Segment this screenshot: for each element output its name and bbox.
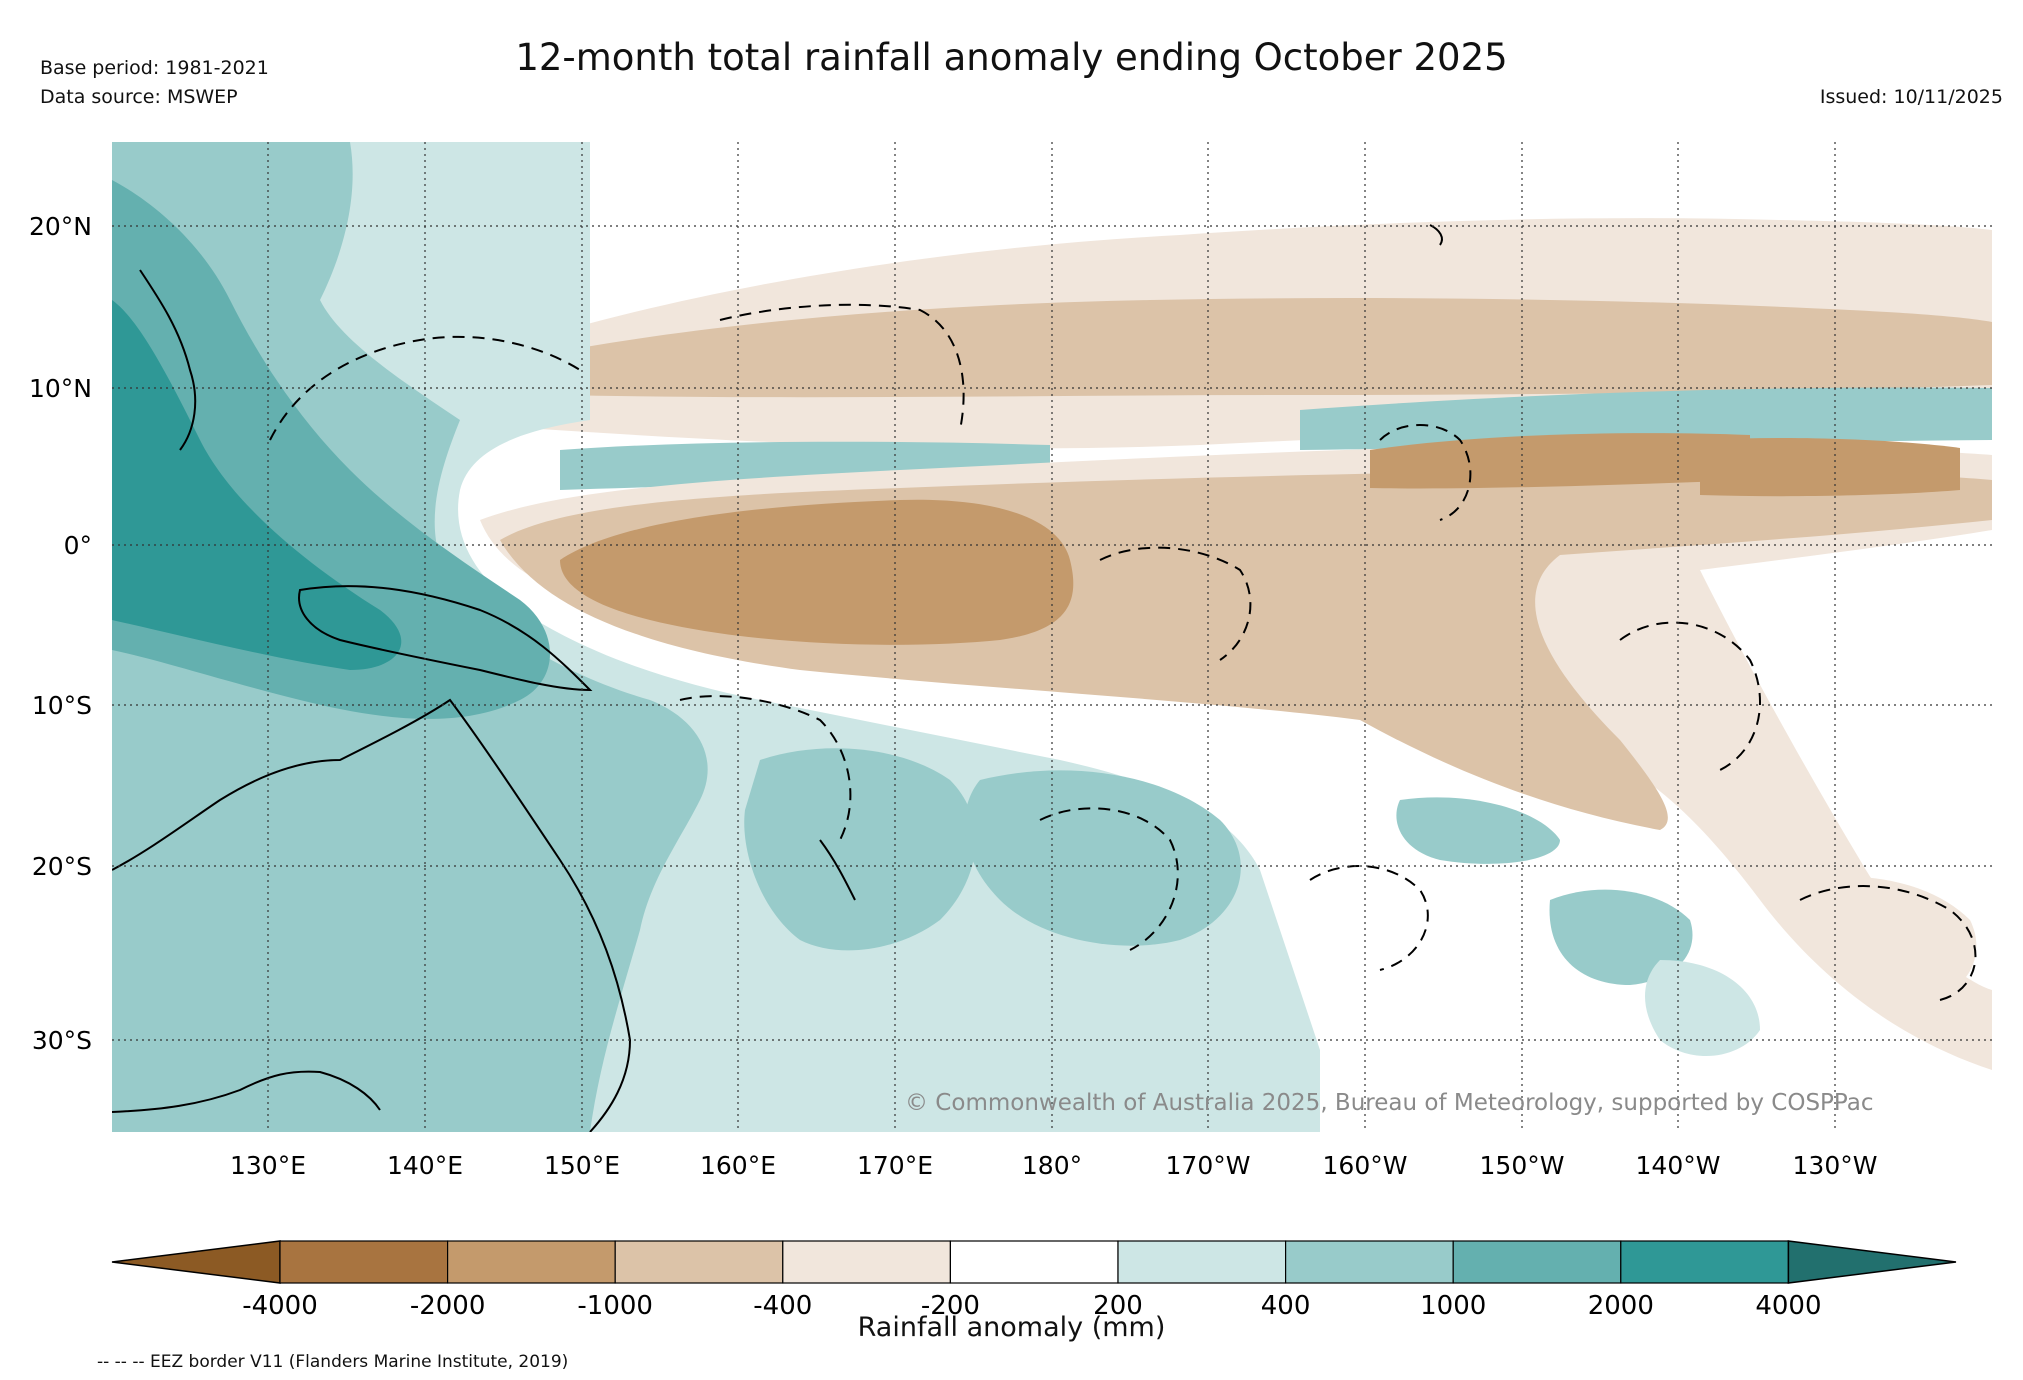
colorbar-tick-label: 4000 bbox=[1755, 1291, 1821, 1321]
colorbar-tick-label: 200 bbox=[1093, 1291, 1143, 1321]
latitude-axis: 20°N 10°N 0° 10°S 20°S 30°S bbox=[29, 212, 92, 1055]
eez-border-marshall bbox=[719, 303, 965, 431]
eez-border-line-islands bbox=[1379, 424, 1472, 521]
australia-south-coast bbox=[112, 1070, 381, 1113]
colorbar-extend-low bbox=[111, 1240, 281, 1284]
lon-label: 150°W bbox=[1480, 1151, 1565, 1180]
itcz-wet-streak bbox=[1300, 387, 1992, 450]
eastern-dry-core-2 bbox=[1700, 437, 1960, 497]
new-guinea-coast bbox=[298, 585, 593, 692]
colorbar-tick-label: -200 bbox=[921, 1291, 980, 1321]
colorbar-tick-label: -2000 bbox=[410, 1291, 486, 1321]
colorbar-tick-label: 1000 bbox=[1420, 1291, 1486, 1321]
chart-title: 12-month total rainfall anomaly ending O… bbox=[515, 36, 1508, 79]
colorbar-tick-label: 2000 bbox=[1588, 1291, 1654, 1321]
eez-border-tuvalu bbox=[1099, 546, 1252, 661]
colorbar-extend-high bbox=[1787, 1240, 1957, 1284]
eez-borders bbox=[269, 303, 1977, 1001]
eez-border-polynesia bbox=[1619, 621, 1761, 771]
philippines-coast bbox=[139, 269, 197, 451]
colorbar-segment bbox=[279, 1240, 449, 1284]
lat-label: 20°S bbox=[32, 852, 92, 881]
lon-label: 160°E bbox=[700, 1151, 776, 1180]
south-pacific-wet-patch-5 bbox=[1645, 960, 1760, 1057]
lat-label: 0° bbox=[64, 531, 92, 560]
longitude-axis: 130°E 140°E 150°E 160°E 170°E 180° 170°W… bbox=[230, 1151, 1877, 1180]
map-frame bbox=[112, 142, 1992, 1132]
lat-label: 10°S bbox=[32, 691, 92, 720]
eez-border-pitcairn bbox=[1799, 885, 1977, 1001]
eastern-dry-core bbox=[1370, 433, 1750, 489]
south-pacific-wet-patch-3 bbox=[1396, 797, 1560, 864]
base-period-note: Base period: 1981-2021 bbox=[40, 57, 269, 79]
lon-label: 150°E bbox=[544, 1151, 620, 1180]
south-pacific-wet-patch bbox=[744, 748, 976, 951]
eez-border-fiji bbox=[1039, 807, 1179, 951]
eez-border-micronesia bbox=[269, 335, 581, 441]
colorbar-tick-label: 400 bbox=[1261, 1291, 1311, 1321]
australia-coast bbox=[112, 698, 632, 1132]
lon-label: 160°W bbox=[1323, 1151, 1408, 1180]
colorbar-segments bbox=[279, 1240, 1790, 1284]
colorbar-segment bbox=[1620, 1240, 1790, 1284]
graticule bbox=[112, 142, 1992, 1132]
colorbar-segment bbox=[614, 1240, 784, 1284]
warm-pool-wet-peak bbox=[112, 300, 402, 670]
equatorial-dry-core bbox=[560, 499, 1074, 645]
colorbar-tick-label: -4000 bbox=[242, 1291, 318, 1321]
copyright-notice: © Commonwealth of Australia 2025, Bureau… bbox=[905, 1090, 1874, 1116]
lat-label: 30°S bbox=[32, 1026, 92, 1055]
eez-legend-note: -- -- -- EEZ border V11 (Flanders Marine… bbox=[97, 1352, 569, 1372]
lat-label: 20°N bbox=[29, 212, 92, 241]
colorbar: -4000 -2000 -1000 -400 -200 200 400 1000… bbox=[111, 1240, 1957, 1321]
colorbar-title: Rainfall anomaly (mm) bbox=[857, 1312, 1166, 1343]
eez-border-cook bbox=[1309, 865, 1429, 971]
colorbar-segment bbox=[782, 1240, 951, 1284]
issued-date: Issued: 10/11/2025 bbox=[1819, 86, 2003, 108]
south-pacific-wet-patch-4 bbox=[1549, 889, 1693, 985]
colorbar-segment bbox=[1452, 1240, 1622, 1284]
colorbar-segment bbox=[1117, 1240, 1287, 1284]
colorbar-tick-label: -1000 bbox=[577, 1291, 653, 1321]
lon-label: 140°E bbox=[387, 1151, 463, 1180]
lon-label: 130°E bbox=[230, 1151, 306, 1180]
colorbar-tick-label: -400 bbox=[753, 1291, 812, 1321]
colorbar-segment bbox=[1284, 1240, 1454, 1284]
lon-label: 180° bbox=[1022, 1151, 1082, 1180]
lon-label: 140°W bbox=[1636, 1151, 1721, 1180]
new-zealand-coast bbox=[819, 839, 856, 901]
eez-border-solomons bbox=[679, 695, 852, 841]
lat-label: 10°N bbox=[29, 374, 92, 403]
lon-label: 170°E bbox=[857, 1151, 933, 1180]
south-pacific-dry-patch bbox=[1800, 876, 1977, 1000]
lon-label: 170°W bbox=[1166, 1151, 1251, 1180]
colorbar-segment bbox=[949, 1240, 1119, 1284]
colorbar-segment bbox=[447, 1240, 616, 1284]
data-source-note: Data source: MSWEP bbox=[40, 86, 238, 108]
northern-dry-band-mid bbox=[540, 298, 1992, 398]
coastlines bbox=[112, 224, 1443, 1132]
lon-label: 130°W bbox=[1793, 1151, 1878, 1180]
